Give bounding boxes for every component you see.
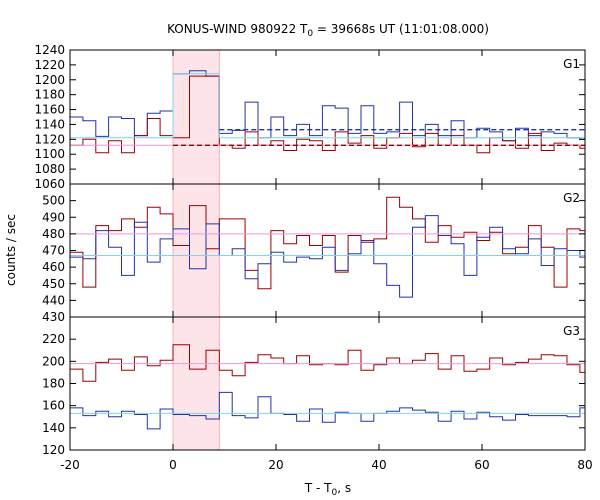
x-tick-label: 0 (169, 458, 177, 472)
series-g2-red-0 (70, 196, 585, 290)
x-axis-label: T - T0, s (304, 481, 351, 498)
series-g1-red-1 (70, 75, 585, 154)
series-g3-blue-1 (70, 391, 585, 430)
chart-title: KONUS-WIND 980922 T0 = 39668s UT (11:01:… (167, 22, 489, 39)
y-tick-label: 430 (42, 310, 65, 324)
panel-frame (69, 316, 586, 451)
panel-label: G3 (563, 324, 580, 338)
y-tick-label: 180 (42, 377, 65, 391)
y-tick-label: 1160 (34, 103, 65, 117)
shaded-interval (173, 317, 220, 450)
y-tick-label: 470 (42, 244, 65, 258)
panel-label: G1 (563, 57, 580, 71)
series-g3-red-0 (70, 344, 585, 382)
shaded-interval (173, 50, 220, 184)
xlabel-subscript: 0 (332, 488, 338, 498)
series-g1-cyan-2 (70, 73, 585, 139)
y-tick-label: 450 (42, 277, 65, 291)
xlabel-suffix: , s (337, 481, 351, 495)
y-tick-label: 1140 (34, 117, 65, 131)
y-tick-label: 1100 (34, 147, 65, 161)
y-tick-label: 1080 (34, 162, 65, 176)
y-tick-label: 140 (42, 421, 65, 435)
x-tick-label: 20 (268, 458, 283, 472)
y-axis-label: counts / sec (4, 214, 18, 286)
title-prefix: KONUS-WIND 980922 T (167, 22, 308, 36)
series-g2-blue-1 (70, 215, 585, 298)
y-tick-label: 1120 (34, 132, 65, 146)
y-tick-label: 500 (42, 194, 65, 208)
y-tick-label: 1180 (34, 88, 65, 102)
plot-area: 1060108011001120114011601180120012201240… (34, 43, 592, 472)
title-subscript: 0 (307, 29, 313, 39)
y-tick-label: 480 (42, 227, 65, 241)
y-tick-label: 120 (42, 443, 65, 457)
y-tick-label: 220 (42, 332, 65, 346)
y-tick-label: 1200 (34, 73, 65, 87)
x-tick-label: 60 (474, 458, 489, 472)
y-tick-label: 160 (42, 399, 65, 413)
panel-label: G2 (563, 191, 580, 205)
panel-g3: 120 140 160 180 200 220 G3 (42, 316, 586, 457)
x-tick-label: 40 (371, 458, 386, 472)
title-suffix: = 39668s UT (11:01:08.000) (313, 22, 489, 36)
x-tick-label: 80 (577, 458, 592, 472)
y-tick-label: 490 (42, 210, 65, 224)
y-tick-label: 200 (42, 354, 65, 368)
y-tick-label: 1220 (34, 58, 65, 72)
xlabel-prefix: T - T (304, 481, 332, 495)
y-tick-label: 1240 (34, 43, 65, 57)
shaded-interval (173, 184, 220, 317)
y-tick-label: 1060 (34, 177, 65, 191)
panel-g2: 430 440 450 460 470 480 490 500 G2 (42, 183, 586, 324)
y-tick-label: 440 (42, 293, 65, 307)
panel-g1: 1060108011001120114011601180120012201240… (34, 43, 586, 191)
y-tick-label: 460 (42, 260, 65, 274)
x-tick-label: -20 (60, 458, 80, 472)
